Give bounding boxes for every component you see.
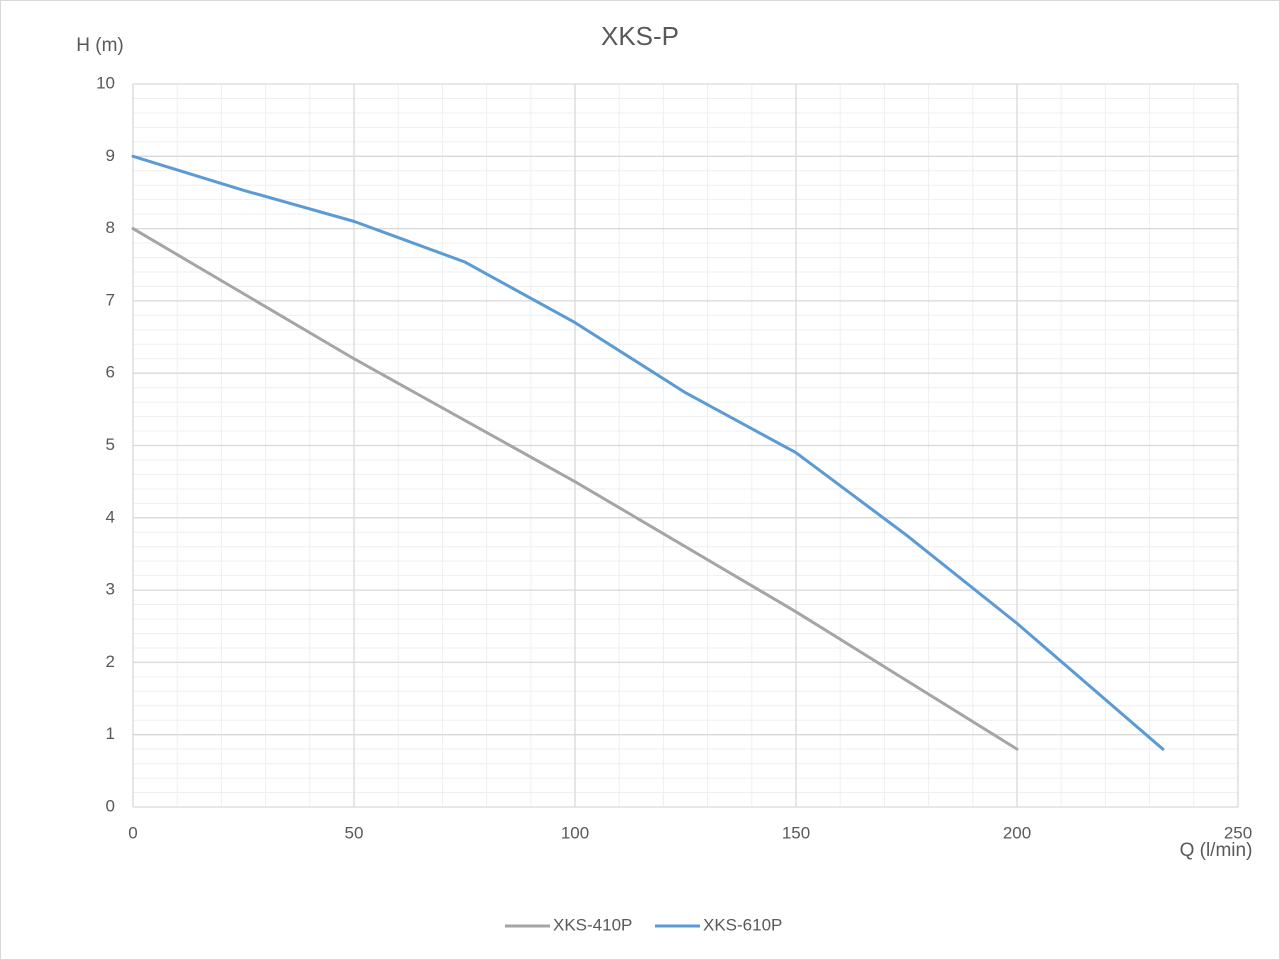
x-axis-label: Q (l/min) (1180, 840, 1253, 861)
y-tick-label: 5 (106, 435, 115, 454)
x-tick-label: 0 (128, 823, 137, 842)
legend-label: XKS-610P (703, 915, 782, 934)
y-tick-label: 10 (96, 73, 115, 92)
y-tick-label: 4 (106, 507, 115, 526)
series-line (131, 227, 1019, 751)
y-tick-label: 0 (106, 796, 115, 815)
x-tick-label: 150 (782, 823, 810, 842)
y-axis-label: H (m) (76, 35, 123, 56)
x-tick-label: 200 (1003, 823, 1031, 842)
y-tick-label: 9 (106, 146, 115, 165)
grid (132, 83, 1239, 808)
x-tick-label: 250 (1224, 823, 1252, 842)
x-tick-label: 100 (561, 823, 589, 842)
y-tick-label: 6 (106, 363, 115, 382)
legend-label: XKS-410P (553, 915, 632, 934)
y-tick-label: 1 (106, 724, 115, 743)
chart-title: XKS-P (601, 21, 679, 51)
y-tick-label: 8 (106, 218, 115, 237)
x-tick-label: 50 (345, 823, 364, 842)
y-tick-label: 3 (106, 580, 115, 599)
y-tick-label: 2 (106, 652, 115, 671)
y-tick-label: 7 (106, 290, 115, 309)
series-line (131, 154, 1165, 751)
